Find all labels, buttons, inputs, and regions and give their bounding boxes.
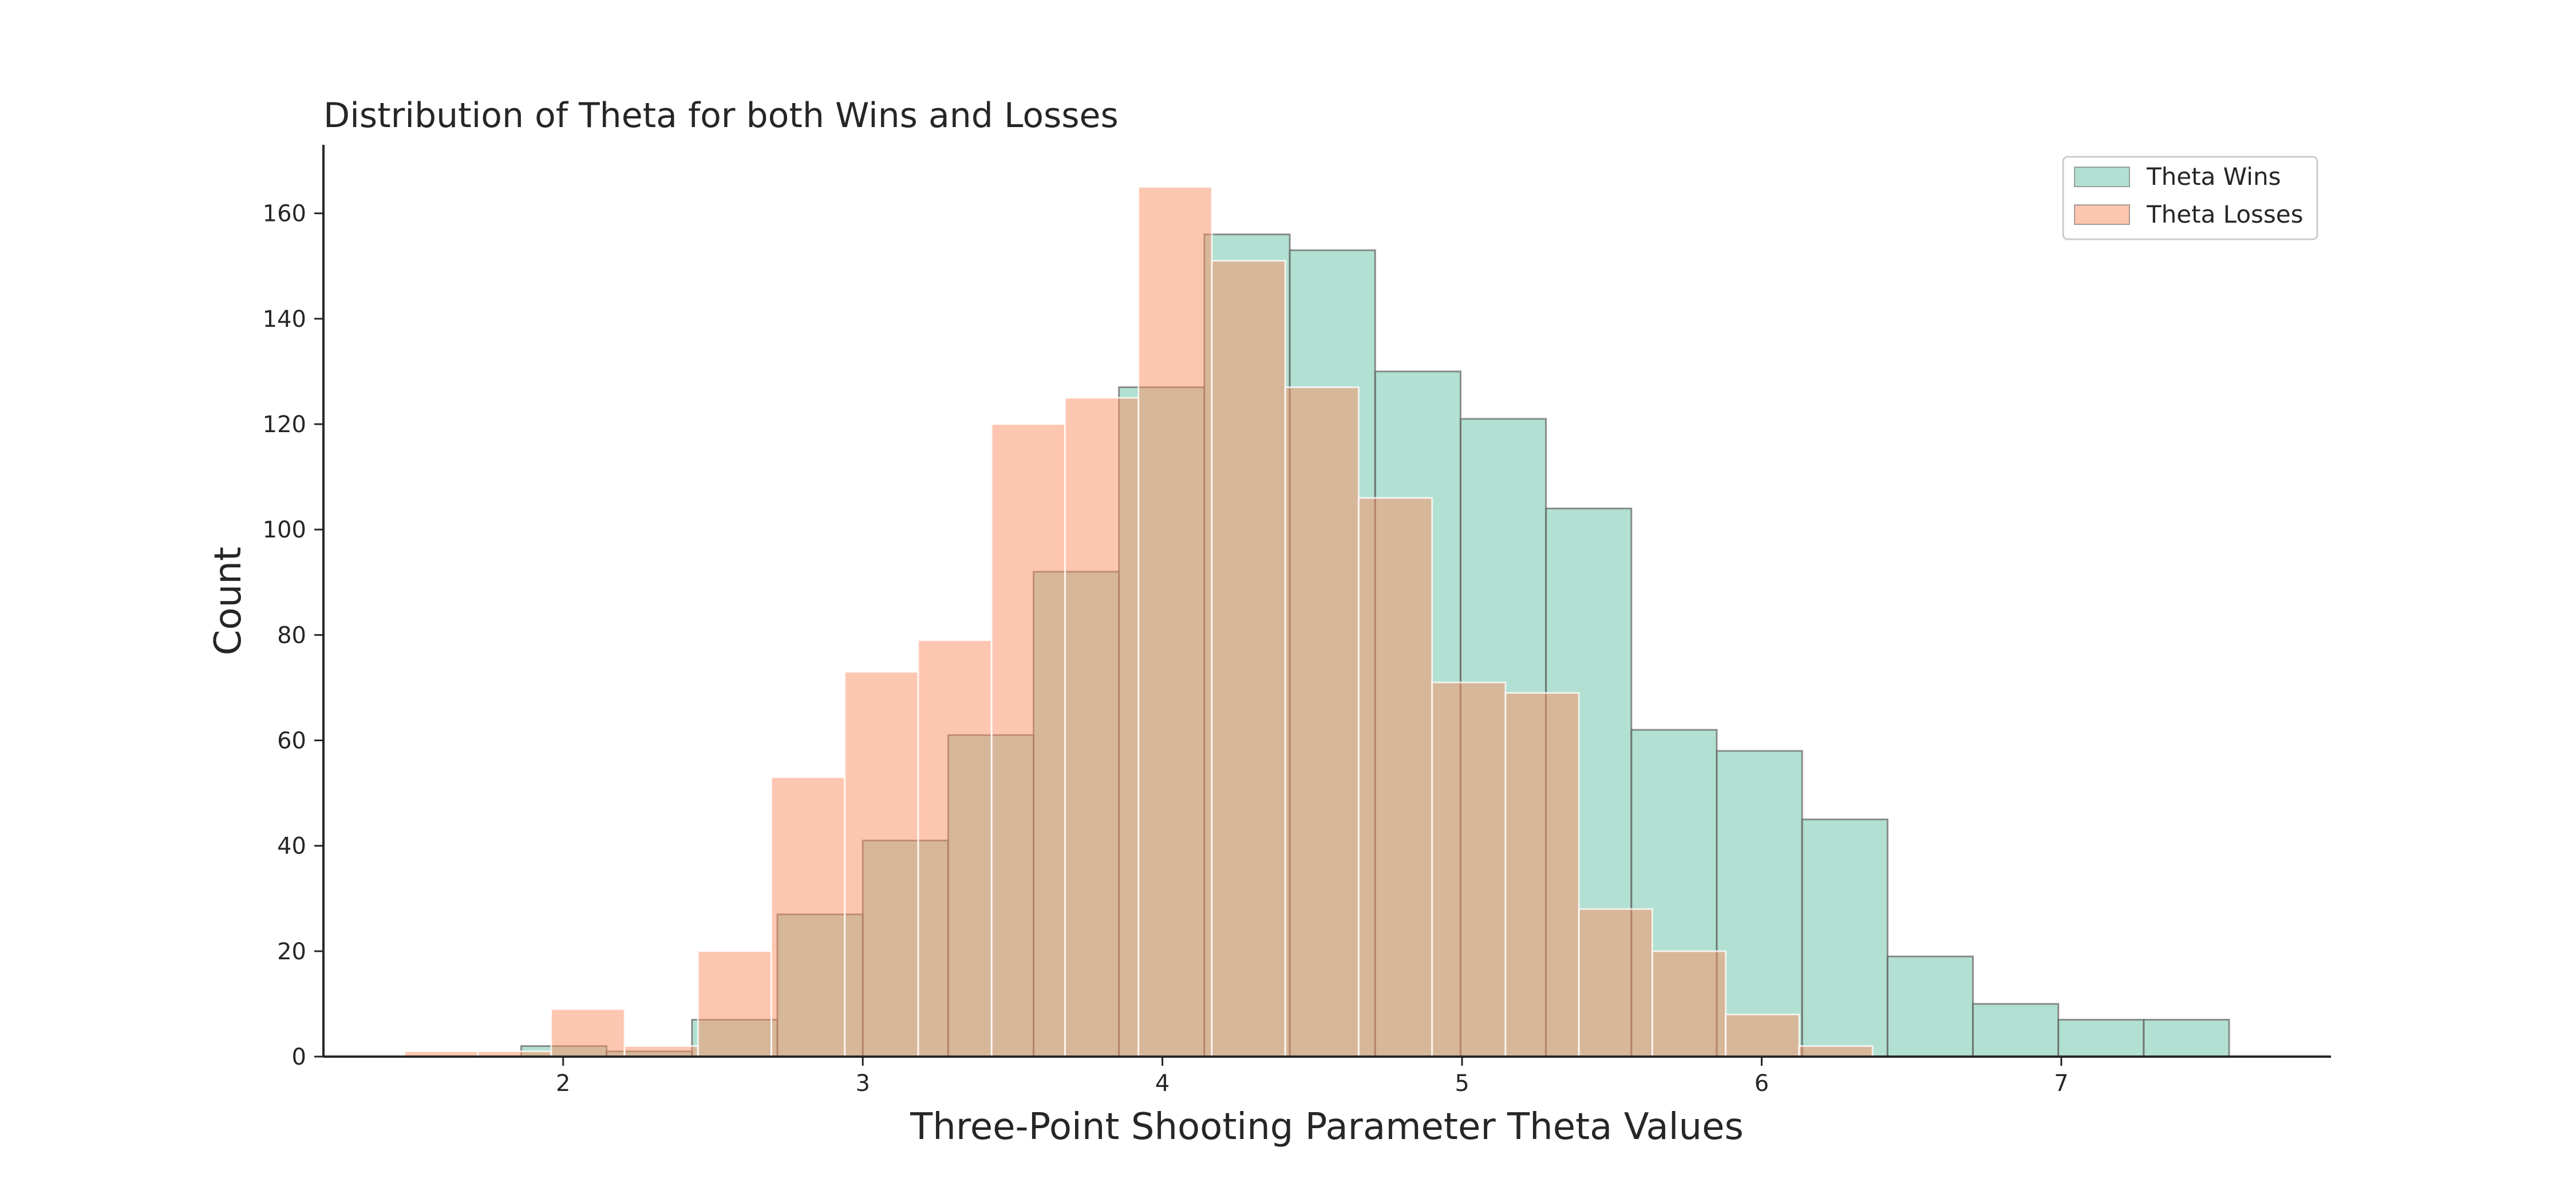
series-theta-losses bbox=[403, 186, 1874, 1058]
histogram-bar bbox=[1801, 819, 1888, 1058]
histogram-bar bbox=[990, 423, 1066, 1058]
y-tick-label: 80 bbox=[277, 622, 306, 649]
histogram-bar bbox=[1137, 186, 1213, 1058]
y-axis-title: Count bbox=[207, 547, 250, 655]
histogram-bar bbox=[1431, 681, 1507, 1058]
legend-label-theta-wins: Theta Wins bbox=[2146, 163, 2281, 191]
y-tick-label: 0 bbox=[292, 1044, 306, 1070]
histogram-bar bbox=[697, 950, 773, 1058]
histogram-bar bbox=[1651, 950, 1727, 1058]
legend: Theta Wins Theta Losses bbox=[2062, 156, 2318, 240]
histogram-bar bbox=[1971, 1003, 2060, 1058]
histogram-bar bbox=[1716, 750, 1803, 1058]
histogram-bar bbox=[1798, 1045, 1874, 1058]
y-tick-label: 60 bbox=[277, 728, 306, 754]
histogram-bar bbox=[1357, 497, 1433, 1058]
histogram-bar bbox=[2057, 1019, 2145, 1058]
y-tick-label: 160 bbox=[263, 201, 306, 227]
histogram-bar bbox=[550, 1008, 626, 1058]
histogram-bar bbox=[917, 639, 993, 1058]
histogram-bar bbox=[1725, 1013, 1800, 1058]
y-tick-label: 100 bbox=[263, 517, 306, 543]
histogram-bar bbox=[1886, 955, 1974, 1058]
histogram-bar bbox=[623, 1045, 699, 1058]
bars-layer bbox=[403, 186, 2230, 1058]
y-ticks: 0 20 40 60 80 100 120 140 160 bbox=[263, 201, 323, 1070]
histogram-bar bbox=[1504, 692, 1580, 1058]
histogram-bar bbox=[771, 776, 846, 1058]
histogram-bar bbox=[1284, 386, 1360, 1058]
y-tick-label: 120 bbox=[263, 412, 306, 438]
x-tick-label: 4 bbox=[1155, 1070, 1170, 1097]
y-tick-label: 40 bbox=[277, 833, 306, 860]
x-tick-label: 6 bbox=[1755, 1070, 1769, 1097]
x-tick-label: 5 bbox=[1455, 1070, 1469, 1097]
x-tick-label: 3 bbox=[855, 1070, 870, 1097]
y-tick-label: 140 bbox=[263, 306, 306, 333]
histogram-bar bbox=[844, 671, 919, 1058]
legend-label-theta-losses: Theta Losses bbox=[2146, 200, 2304, 228]
histogram-bar bbox=[1064, 397, 1140, 1058]
x-ticks: 2 3 4 5 6 7 bbox=[556, 1057, 2069, 1097]
x-tick-label: 2 bbox=[556, 1070, 570, 1097]
x-tick-label: 7 bbox=[2054, 1070, 2068, 1097]
legend-swatch-theta-losses bbox=[2074, 204, 2130, 225]
chart-title: Distribution of Theta for both Wins and … bbox=[323, 96, 1119, 136]
histogram-bar bbox=[1211, 260, 1286, 1058]
y-tick-label: 20 bbox=[277, 939, 306, 965]
x-axis-title: Three-Point Shooting Parameter Theta Val… bbox=[910, 1106, 1744, 1148]
histogram-bar bbox=[2143, 1019, 2230, 1058]
histogram-bar bbox=[1578, 908, 1653, 1058]
legend-swatch-theta-wins bbox=[2074, 167, 2130, 187]
